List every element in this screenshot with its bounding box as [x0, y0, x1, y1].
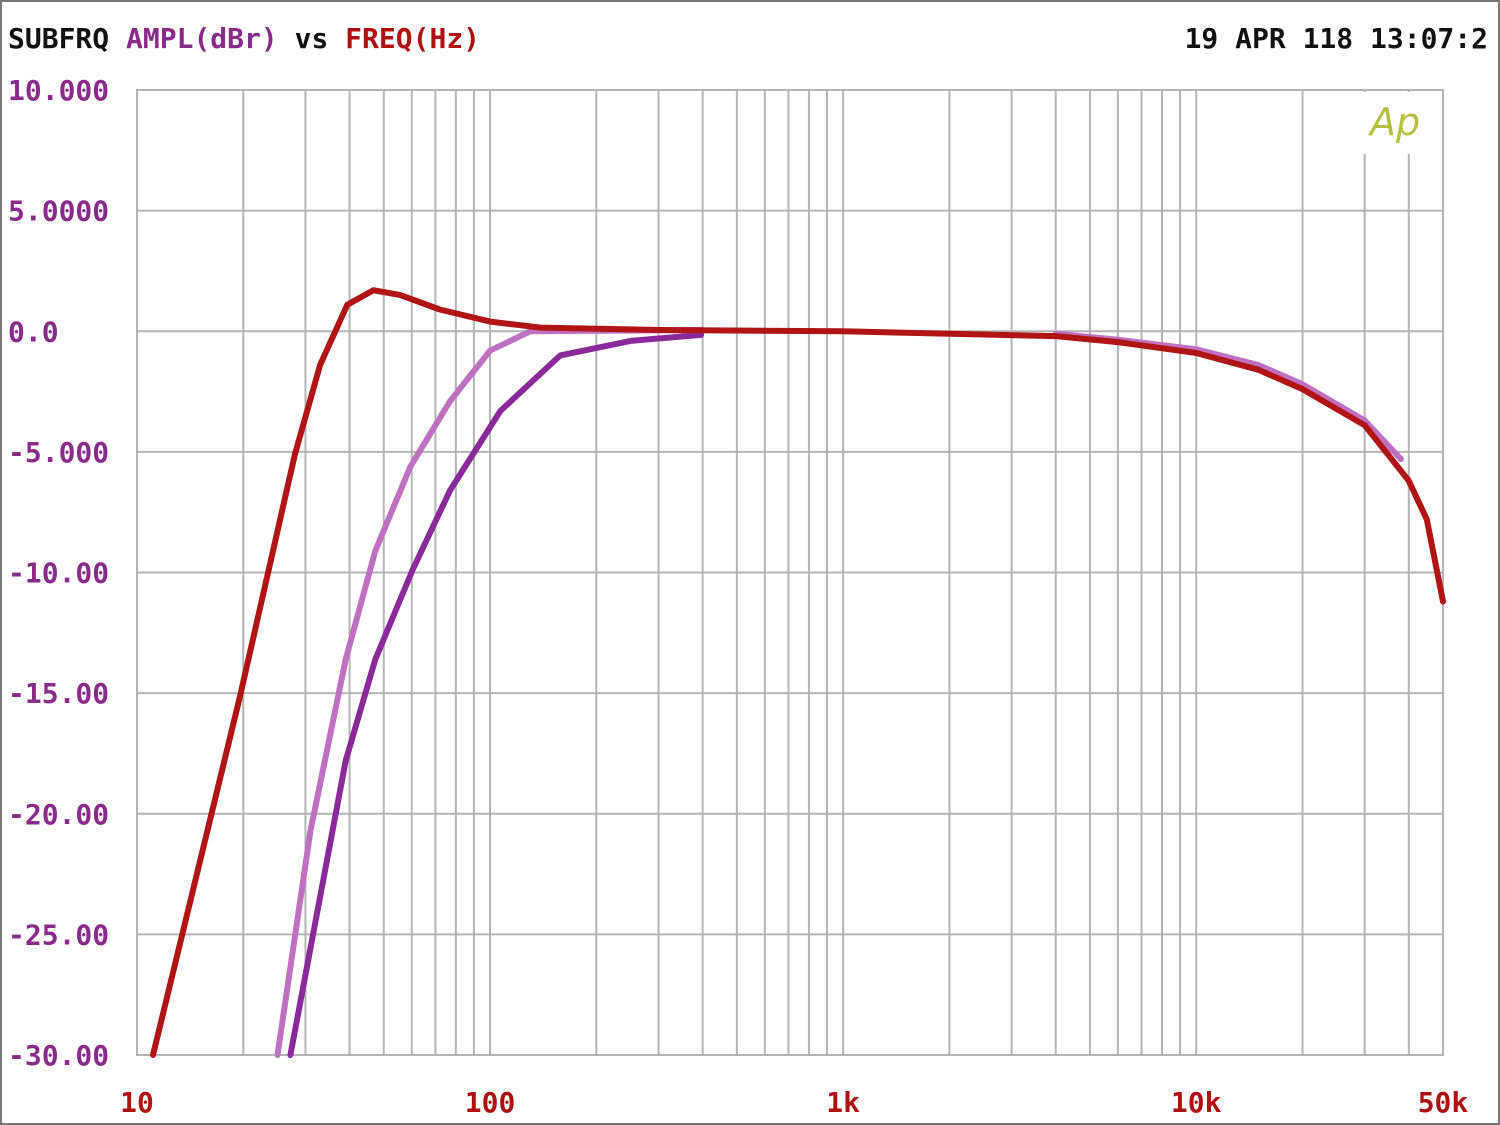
series-group — [150, 287, 1446, 1058]
header-vs: vs — [295, 22, 329, 55]
x-tick-label: 1k — [826, 1086, 860, 1119]
header-x-quantity: FREQ(Hz) — [345, 22, 480, 55]
y-tick-label: -20.00 — [8, 798, 109, 831]
series-line-1 — [274, 327, 706, 1058]
y-tick-label: -10.00 — [8, 557, 109, 590]
y-tick-label: -30.00 — [8, 1039, 109, 1072]
timestamp: 19 APR 118 13:07:2 — [1185, 22, 1488, 55]
logo-background — [1355, 92, 1435, 154]
y-axis-labels: 10.000 5.0000 0.0 -5.000 -10.00 -15.00 -20.00 -… — [8, 74, 109, 1072]
series-line-3 — [287, 331, 705, 1058]
header-y-quantity: AMPL(dBr) — [126, 22, 278, 55]
x-tick-label: 10 — [120, 1086, 154, 1119]
y-tick-label: 5.0000 — [8, 195, 109, 228]
x-tick-label: 100 — [465, 1086, 516, 1119]
grid — [136, 89, 1444, 1056]
series-line-0 — [150, 287, 1446, 1058]
y-tick-label: 10.000 — [8, 74, 109, 107]
y-tick-label: -15.00 — [8, 677, 109, 710]
y-tick-label: 0.0 — [8, 315, 59, 348]
x-tick-label: 10k — [1171, 1086, 1222, 1119]
ap-logo: Ap — [1367, 100, 1420, 144]
x-tick-label: 50k — [1418, 1086, 1469, 1119]
chart-header: SUBFRQ AMPL(dBr) vs FREQ(Hz) — [8, 22, 480, 55]
y-tick-label: -25.00 — [8, 918, 109, 951]
header-prefix: SUBFRQ — [8, 22, 109, 55]
x-axis-labels: 10 100 1k 10k 50k — [120, 1086, 1468, 1119]
y-tick-label: -5.000 — [8, 436, 109, 469]
